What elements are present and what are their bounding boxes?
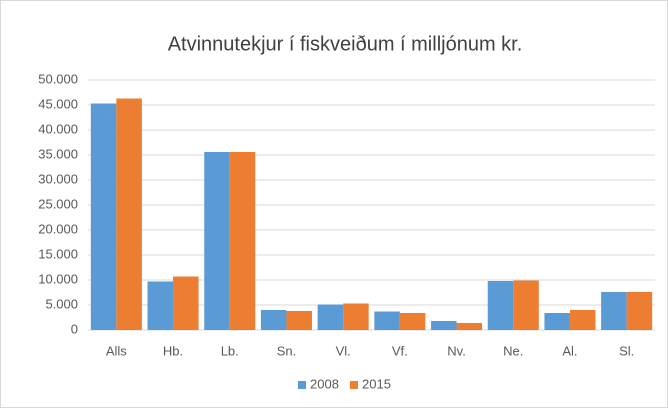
- y-tick-label: 20.000: [38, 221, 78, 236]
- bar: [487, 281, 514, 330]
- legend-label: 2015: [362, 376, 391, 391]
- bar: [229, 152, 256, 330]
- x-tick-label: Vf.: [392, 343, 408, 358]
- bar: [90, 103, 117, 330]
- bar: [399, 313, 426, 330]
- x-tick-label: Sn.: [277, 343, 297, 358]
- y-tick-label: 35.000: [38, 146, 78, 161]
- y-tick-label: 10.000: [38, 271, 78, 286]
- legend-swatch: [298, 381, 306, 389]
- y-tick-label: 40.000: [38, 121, 78, 136]
- legend-label: 2008: [310, 376, 339, 391]
- bar: [544, 313, 570, 330]
- bar: [569, 310, 596, 330]
- x-tick-label: Sl.: [619, 343, 634, 358]
- y-tick-label: 45.000: [38, 96, 78, 111]
- bar: [456, 323, 483, 330]
- x-tick-label: Vl.: [336, 343, 351, 358]
- bar: [173, 276, 199, 330]
- x-tick-label: Nv.: [447, 343, 466, 358]
- y-tick-label: 0: [71, 321, 78, 336]
- bar: [317, 304, 344, 330]
- bar: [343, 303, 369, 330]
- bar: [601, 292, 627, 330]
- x-tick-label: Alls: [106, 343, 127, 358]
- bar: [260, 310, 287, 330]
- y-tick-label: 50.000: [38, 71, 78, 86]
- x-tick-label: Ne.: [503, 343, 523, 358]
- bar: [204, 152, 230, 330]
- x-tick-label: Al.: [562, 343, 577, 358]
- bar: [147, 281, 174, 330]
- legend-swatch: [350, 381, 358, 389]
- bar: [116, 98, 142, 330]
- bar: [431, 321, 457, 330]
- chart-title: Atvinnutekjur í fiskveiðum í milljónum k…: [168, 33, 523, 55]
- y-tick-label: 15.000: [38, 246, 78, 261]
- x-tick-label: Hb.: [163, 343, 183, 358]
- bar: [286, 311, 312, 330]
- bar: [626, 292, 653, 330]
- y-tick-label: 30.000: [38, 171, 78, 186]
- bar: [513, 280, 539, 330]
- y-tick-label: 5.000: [45, 296, 78, 311]
- bar: [374, 311, 400, 330]
- y-tick-label: 25.000: [38, 196, 78, 211]
- x-tick-label: Lb.: [221, 343, 239, 358]
